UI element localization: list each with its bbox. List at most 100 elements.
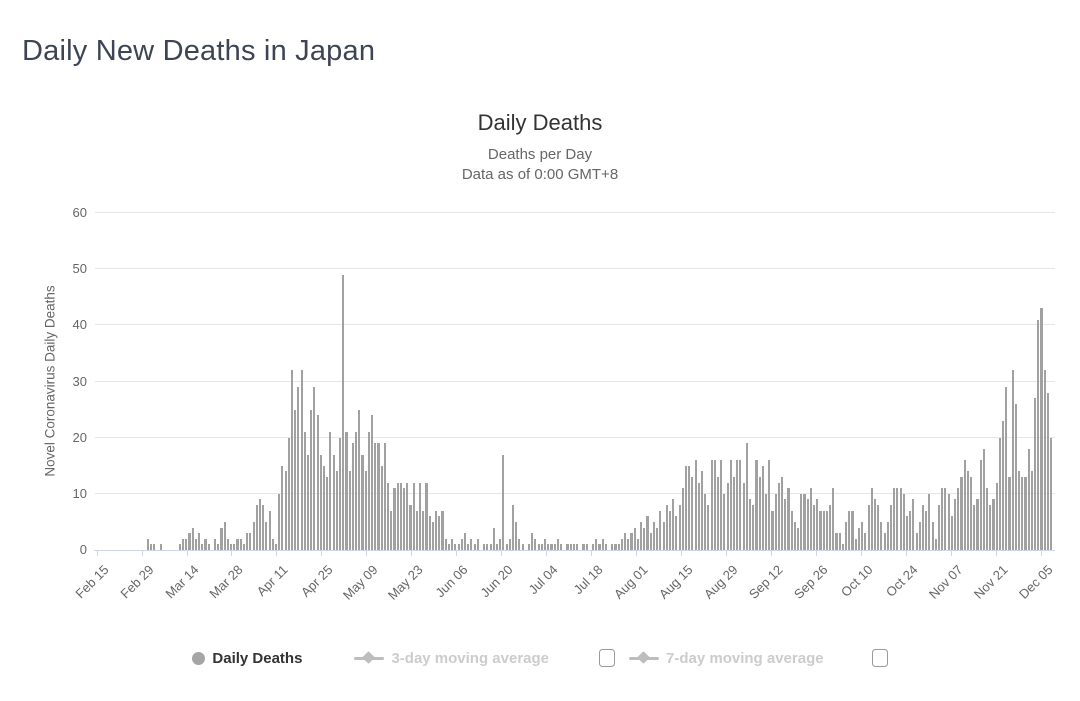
x-axis-tickmark xyxy=(591,551,593,556)
bar xyxy=(367,432,370,550)
x-tick-label: Dec 05 xyxy=(1015,562,1056,602)
x-axis-tick-labels: Feb 15 Feb 29 Mar 14 Mar 28 Apr 11 Apr 25 May … xyxy=(72,550,1055,630)
x-tick-label: May 09 xyxy=(340,562,381,603)
bar xyxy=(435,510,438,550)
bar xyxy=(281,465,284,550)
bar xyxy=(915,533,918,550)
bar xyxy=(476,538,479,550)
bar xyxy=(246,533,249,550)
bar xyxy=(752,505,755,550)
bar xyxy=(704,493,707,550)
bar xyxy=(236,538,239,550)
bar xyxy=(678,505,681,550)
bar xyxy=(454,544,457,550)
bar xyxy=(383,443,386,550)
bar xyxy=(870,488,873,550)
bar xyxy=(582,544,585,550)
bar xyxy=(1037,319,1040,550)
bar xyxy=(822,510,825,550)
bar xyxy=(361,454,364,550)
legend-item-3day-moving-average[interactable]: 3-day moving average xyxy=(354,650,549,667)
bar xyxy=(899,488,902,550)
bar xyxy=(547,544,550,550)
bar xyxy=(1014,403,1017,550)
bar xyxy=(332,454,335,550)
x-tick-label: Mar 28 xyxy=(206,562,247,602)
bar xyxy=(355,432,358,550)
bar xyxy=(470,538,473,550)
bar xyxy=(909,510,912,550)
bar xyxy=(716,476,720,550)
bar xyxy=(444,538,447,550)
bar xyxy=(700,471,704,550)
bar xyxy=(604,544,607,550)
x-axis-tickmark xyxy=(231,551,233,556)
bar xyxy=(691,476,694,550)
bar xyxy=(371,415,374,550)
bar xyxy=(1034,398,1037,550)
bar xyxy=(646,516,649,550)
bar xyxy=(694,460,697,550)
bar xyxy=(425,482,428,550)
x-axis-line xyxy=(94,550,1055,551)
x-axis-tickmark xyxy=(366,551,368,556)
bar xyxy=(617,544,620,550)
bar xyxy=(848,510,851,550)
3day-moving-average-checkbox[interactable] xyxy=(599,649,616,667)
bar xyxy=(928,493,931,550)
circle-marker-icon xyxy=(192,651,206,665)
bar xyxy=(185,538,188,550)
x-axis-tickmark xyxy=(995,551,997,556)
bar xyxy=(198,533,201,550)
bar xyxy=(428,516,431,550)
x-tick-label: Sep 12 xyxy=(745,562,786,602)
bar xyxy=(1040,308,1043,550)
bar xyxy=(873,499,877,550)
y-tick-label: 60 xyxy=(72,205,87,220)
bar xyxy=(345,432,348,550)
y-tick-label: 40 xyxy=(72,317,87,333)
x-tick-label: Aug 15 xyxy=(655,562,696,602)
bar xyxy=(1030,471,1033,550)
gridline xyxy=(95,212,1055,213)
bar xyxy=(306,454,310,550)
y-tick-label: 30 xyxy=(72,373,87,389)
bar xyxy=(220,527,223,550)
x-tick-label: Aug 01 xyxy=(610,562,651,602)
bar xyxy=(668,510,672,550)
bar xyxy=(742,482,745,550)
bar xyxy=(649,533,652,550)
x-tick-label: Aug 29 xyxy=(700,562,741,602)
bar xyxy=(963,460,966,550)
bar xyxy=(1005,387,1008,550)
bar xyxy=(851,510,854,550)
legend-item-7day-moving-average[interactable]: 7-day moving average xyxy=(629,650,824,667)
legend-item-daily-deaths[interactable]: Daily Deaths xyxy=(192,650,302,667)
bar xyxy=(883,533,886,550)
bar xyxy=(1027,448,1030,550)
x-tick-label: Nov 07 xyxy=(925,562,966,602)
bar xyxy=(438,516,441,550)
bar xyxy=(688,465,691,550)
bar xyxy=(934,538,937,550)
bar xyxy=(1002,420,1005,550)
bar xyxy=(672,499,675,550)
bar xyxy=(300,370,303,550)
bar xyxy=(460,538,463,550)
x-axis-tickmark xyxy=(321,551,323,556)
7day-moving-average-checkbox[interactable] xyxy=(871,649,888,667)
bar xyxy=(377,443,380,550)
bar xyxy=(592,544,595,550)
bar xyxy=(505,544,508,550)
bar xyxy=(601,538,604,550)
bar xyxy=(809,488,812,550)
bar xyxy=(1021,476,1024,550)
bar xyxy=(249,533,252,550)
bar xyxy=(441,510,444,550)
x-axis-tickmark xyxy=(456,551,458,556)
bar xyxy=(338,437,342,550)
bar xyxy=(572,544,575,550)
page-title: Daily New Deaths in Japan xyxy=(22,35,376,68)
gridline xyxy=(95,380,1055,382)
